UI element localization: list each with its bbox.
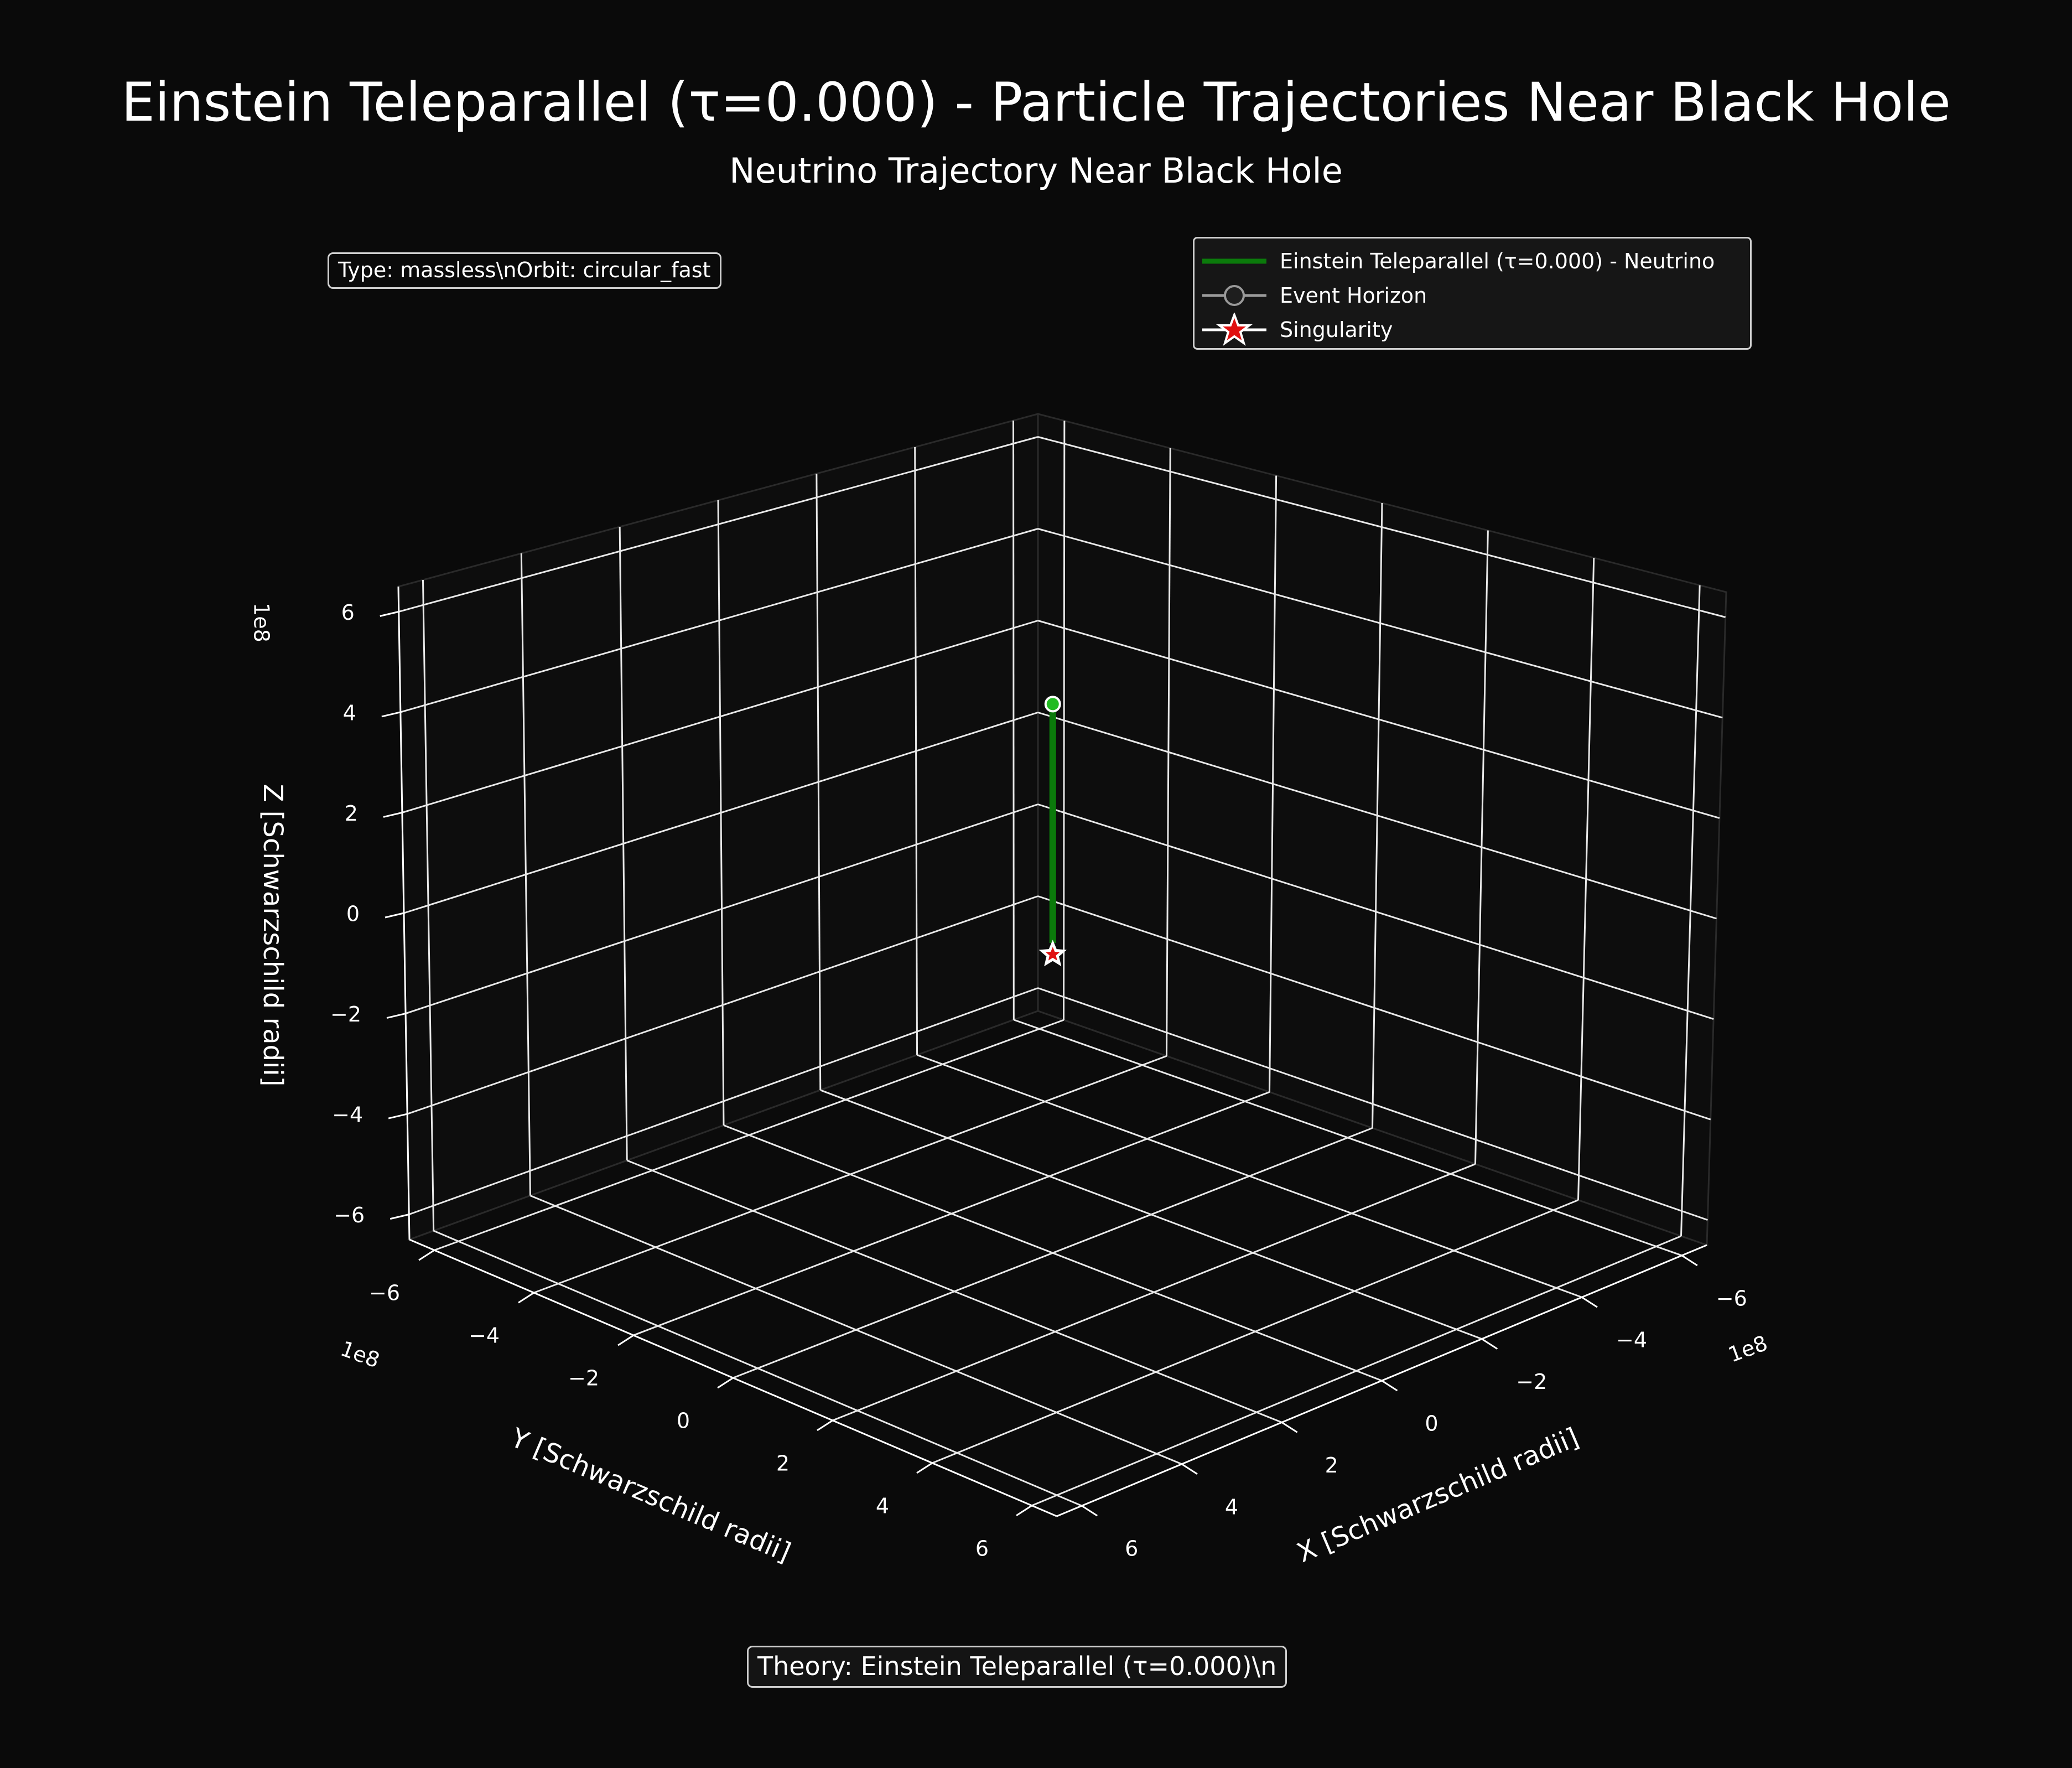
- axis-panes: [397, 413, 1727, 1517]
- z-tick-label: 2: [345, 801, 358, 826]
- y-tick-mark: [1016, 1505, 1032, 1517]
- grid-line-left-vertical: [422, 579, 435, 1231]
- grid-line-left-horizontal: [400, 528, 1038, 713]
- grid-line-right-vertical: [1474, 530, 1489, 1164]
- grid-line-left-horizontal: [398, 436, 1038, 613]
- star-marker-icon: [1202, 313, 1266, 346]
- grid-line-floor-b: [529, 1195, 1182, 1465]
- info-box: Type: massless\nOrbit: circular_fast: [328, 252, 721, 289]
- z-tick-mark: [390, 1214, 409, 1220]
- grid-line-right-vertical: [1577, 558, 1595, 1200]
- x-axis-label: X [Schwarzschild radii]: [1292, 1422, 1583, 1569]
- y-axis-label: Y [Schwarzschild radii]: [506, 1422, 795, 1568]
- grid-line-left-horizontal: [402, 620, 1038, 813]
- z-tick-label: −4: [332, 1103, 363, 1127]
- y-tick-label: 0: [677, 1409, 690, 1433]
- z-tick-label: −2: [330, 1002, 361, 1026]
- x-tick-mark: [1581, 1296, 1598, 1308]
- y-offset-label: 1e8: [337, 1336, 383, 1373]
- z-tick-label: 4: [343, 701, 356, 725]
- z-tick-label: 0: [346, 902, 360, 926]
- circle-marker-icon: [1202, 285, 1266, 306]
- z-tick-label: 6: [341, 600, 355, 625]
- grid-line-right-horizontal: [1037, 436, 1726, 618]
- z-tick-mark: [383, 812, 403, 818]
- legend: Einstein Teleparallel (τ=0.000) - Neutri…: [1193, 237, 1752, 350]
- y-tick-mark: [717, 1377, 734, 1389]
- x-tick-mark: [1481, 1338, 1498, 1350]
- y-tick-label: 4: [876, 1494, 889, 1518]
- grid-line-left-horizontal: [403, 712, 1038, 914]
- legend-line-swatch: [1202, 258, 1266, 264]
- grid-line-left-vertical: [520, 553, 531, 1196]
- trajectory-endpoint-marker: [1044, 696, 1061, 713]
- x-tick-label: 2: [1325, 1453, 1338, 1477]
- y-tick-mark: [916, 1462, 933, 1474]
- legend-label: Singularity: [1280, 318, 1393, 342]
- grid-line-floor-b: [433, 1230, 1082, 1507]
- y-tick-label: −2: [568, 1366, 599, 1391]
- legend-label: Event Horizon: [1280, 283, 1427, 308]
- x-tick-label: −6: [1716, 1286, 1747, 1310]
- theory-box: Theory: Einstein Teleparallel (τ=0.000)\…: [747, 1646, 1287, 1688]
- grid-line-right-horizontal: [1037, 528, 1723, 719]
- chart-title: Neutrino Trajectory Near Black Hole: [729, 151, 1343, 191]
- x-tick-label: 4: [1225, 1495, 1238, 1519]
- z-tick-mark: [386, 1013, 406, 1019]
- y-tick-mark: [418, 1249, 435, 1261]
- grid-line-right-vertical: [1680, 585, 1701, 1236]
- z-tick-mark: [385, 912, 404, 919]
- x-tick-mark: [1181, 1463, 1198, 1475]
- grid-line-right-horizontal: [1037, 712, 1717, 920]
- x-tick-label: 0: [1425, 1412, 1438, 1436]
- legend-entry-event-horizon: Event Horizon: [1195, 278, 1427, 313]
- z-axis-label: Z [Schwarzschild radii]: [257, 784, 288, 1087]
- grid-line-floor-a: [932, 1199, 1579, 1464]
- z-tick-mark: [381, 711, 401, 718]
- legend-label: Einstein Teleparallel (τ=0.000) - Neutri…: [1280, 249, 1715, 273]
- x-tick-label: −2: [1516, 1370, 1547, 1394]
- y-tick-label: −4: [469, 1324, 500, 1348]
- z-tick-label: −6: [334, 1203, 365, 1227]
- x-tick-mark: [1381, 1380, 1398, 1392]
- x-tick-mark: [1681, 1254, 1698, 1267]
- grid-line-left-vertical: [619, 526, 628, 1161]
- x-offset-label: 1e8: [1725, 1331, 1770, 1367]
- x-tick-label: 6: [1125, 1537, 1138, 1561]
- y-tick-mark: [817, 1419, 833, 1432]
- figure-suptitle: Einstein Teleparallel (τ=0.000) - Partic…: [121, 71, 1951, 133]
- tick-labels: −6 −6 −6 −4 −4 −4 −2 −2 −2 0 0 0 2 2 2 4 4 4 6 6 6 1e8 1e8 1e8: [250, 600, 1771, 1561]
- z-tick-mark: [388, 1113, 408, 1119]
- grid-line-floor-a: [1031, 1235, 1682, 1507]
- x-tick-label: −4: [1616, 1328, 1647, 1352]
- y-tick-mark: [518, 1292, 534, 1304]
- legend-entry-neutrino: Einstein Teleparallel (τ=0.000) - Neutri…: [1195, 244, 1715, 278]
- grid-line-floor-b: [723, 1124, 1383, 1382]
- y-tick-label: −6: [369, 1281, 400, 1305]
- singularity-star-marker: [1038, 940, 1067, 967]
- z-tick-mark: [380, 610, 399, 617]
- y-tick-mark: [617, 1334, 634, 1346]
- grid-line-right-horizontal: [1037, 620, 1720, 819]
- grid-lines: [397, 420, 1726, 1517]
- legend-entry-singularity: Singularity: [1195, 313, 1393, 347]
- plot-data: [1038, 696, 1067, 967]
- y-tick-label: 2: [776, 1451, 790, 1475]
- x-tick-mark: [1081, 1505, 1098, 1517]
- grid-line-floor-a: [832, 1163, 1476, 1422]
- x-tick-mark: [1281, 1422, 1298, 1433]
- y-tick-label: 6: [975, 1536, 989, 1560]
- z-offset-label: 1e8: [250, 603, 274, 642]
- grid-line-floor-b: [626, 1159, 1282, 1423]
